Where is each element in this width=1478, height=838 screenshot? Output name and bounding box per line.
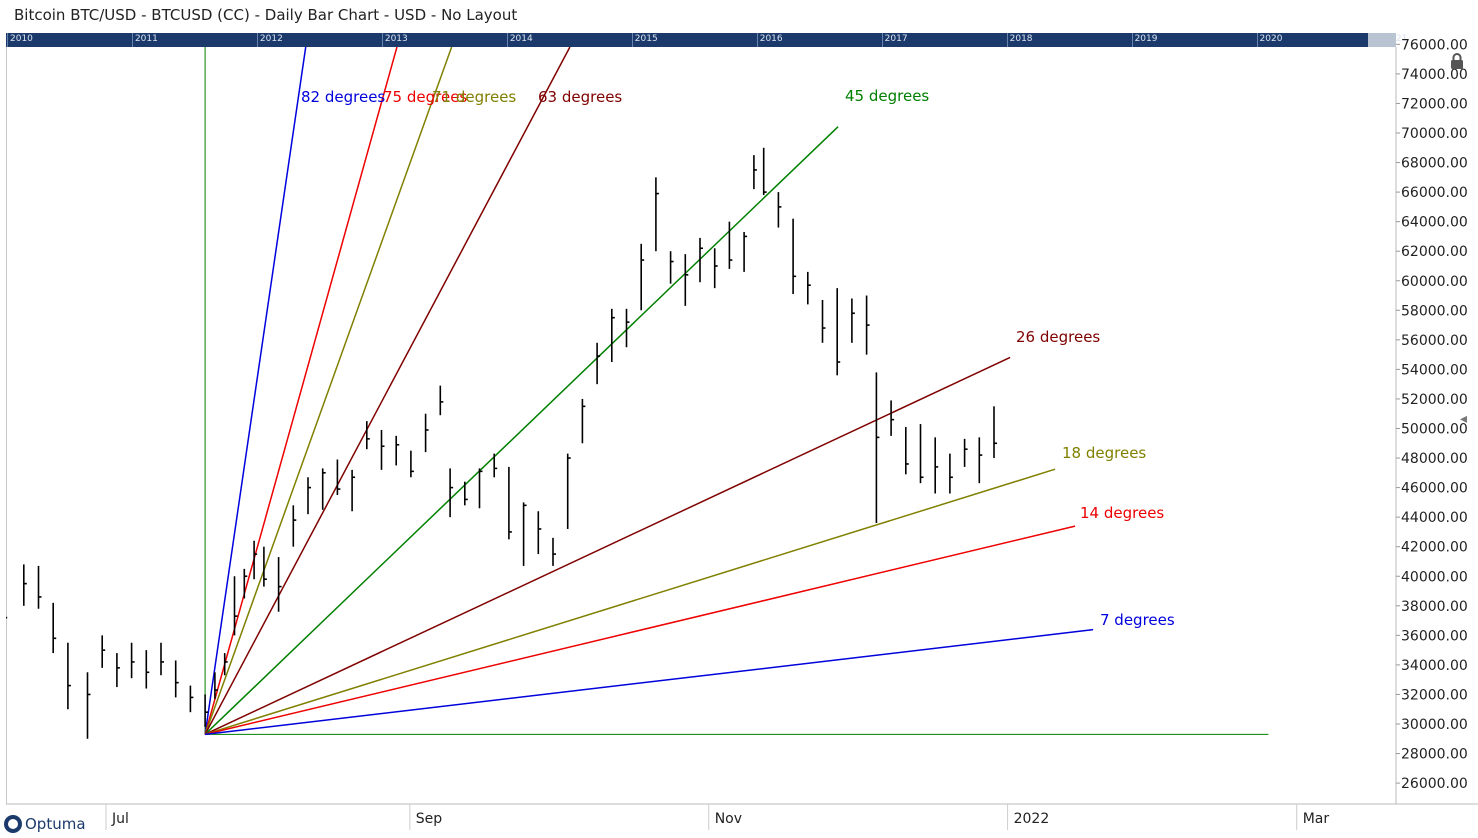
navigator-year-label: 2019 [1134,34,1158,44]
fan-line [204,356,1011,736]
fan-line-label: 26 degrees [1016,328,1100,346]
y-axis-tick-label: 44000.00 [1401,510,1468,526]
y-axis-tick-label: 34000.00 [1401,658,1468,674]
x-axis-tick-label: Sep [416,811,443,827]
y-axis-tick-label: 50000.00 [1401,422,1468,438]
navigator-year-separator [506,33,508,47]
fan-line-label: 7 degrees [1100,611,1175,629]
navigator-year-label: 2020 [1259,34,1283,44]
y-axis-tick-label: 62000.00 [1401,244,1468,260]
window-title: Bitcoin BTC/USD - BTCUSD (CC) - Daily Ba… [14,6,518,24]
y-axis-tick-label: 66000.00 [1401,185,1468,201]
navigator-year-separator [756,33,758,47]
x-axis-tick-label: Jul [111,811,129,827]
y-axis-tick-label: 56000.00 [1401,333,1468,349]
navigator-year-separator [381,33,383,47]
fan-line [204,47,453,735]
fan-line-label: 63 degrees [538,88,622,106]
fan-line [204,47,307,735]
fan-line-label: 75 degrees [383,88,467,106]
y-axis-tick-label: 58000.00 [1401,303,1468,319]
y-axis-tick-label: 52000.00 [1401,392,1468,408]
y-axis-tick-label: 36000.00 [1401,628,1468,644]
optuma-logo-icon [4,815,22,833]
fan-line [204,47,571,735]
y-axis-tick-label: 28000.00 [1401,747,1468,763]
navigator-year-separator [131,33,133,47]
navigator-scroll-handle[interactable] [1368,33,1396,47]
navigator-year-label: 2016 [759,34,783,44]
fan-line-label: 71 degrees [432,88,516,106]
navigator-year-label: 2014 [509,34,533,44]
fan-line-label: 14 degrees [1080,504,1164,522]
navigator-year-label: 2011 [134,34,158,44]
y-axis-tick-label: 68000.00 [1401,156,1468,172]
logo-text: Optuma [25,815,86,833]
navigator-year-separator [1006,33,1008,47]
fan-line [204,525,1076,736]
fan-line-label: 82 degrees [301,88,385,106]
x-axis-tick-label: Mar [1303,811,1330,827]
fan-line [204,47,398,735]
navigator-year-label: 2012 [259,34,283,44]
x-axis-tick-label: Nov [715,811,742,827]
y-axis-tick-label: 38000.00 [1401,599,1468,615]
y-axis-tick-label: 70000.00 [1401,126,1468,142]
navigator-year-label: 2018 [1009,34,1033,44]
optuma-logo: Optuma [4,813,86,835]
navigator-year-separator [631,33,633,47]
y-axis-tick-label: 40000.00 [1401,569,1468,585]
chart-frame [6,47,1397,804]
navigator-year-label: 2017 [884,34,908,44]
y-axis-tick-label: 48000.00 [1401,451,1468,467]
y-axis-tick-label: 30000.00 [1401,717,1468,733]
y-axis-tick-label: 32000.00 [1401,687,1468,703]
navigator-year-label: 2015 [634,34,658,44]
y-axis-tick-label: 42000.00 [1401,540,1468,556]
y-axis-tick-label: 64000.00 [1401,215,1468,231]
y-axis-tick-label: 76000.00 [1401,37,1468,53]
y-axis-tick-label: 60000.00 [1401,274,1468,290]
fan-line [204,468,1056,736]
x-axis-tick-label: 2022 [1014,811,1050,827]
y-axis-tick-label: 26000.00 [1401,776,1468,792]
y-axis-tick-label: 72000.00 [1401,96,1468,112]
navigator-year-separator [256,33,258,47]
fan-line [205,628,1094,736]
fan-line-label: 45 degrees [845,87,929,105]
scroll-left-arrow-icon[interactable]: ◂ [1460,411,1468,427]
navigator-year-separator [7,33,8,47]
navigator-year-label: 2013 [384,34,408,44]
navigator-year-separator [1256,33,1258,47]
y-axis-tick-label: 46000.00 [1401,481,1468,497]
y-axis-tick-label: 54000.00 [1401,362,1468,378]
navigator-year-separator [881,33,883,47]
fan-line-label: 18 degrees [1062,444,1146,462]
navigator-year-separator [1131,33,1133,47]
y-axis-tick-label: 74000.00 [1401,67,1468,83]
plot-area [6,47,1269,739]
navigator-year-label: 2010 [10,34,33,44]
fan-line [204,126,839,735]
lock-icon[interactable] [1448,52,1466,70]
